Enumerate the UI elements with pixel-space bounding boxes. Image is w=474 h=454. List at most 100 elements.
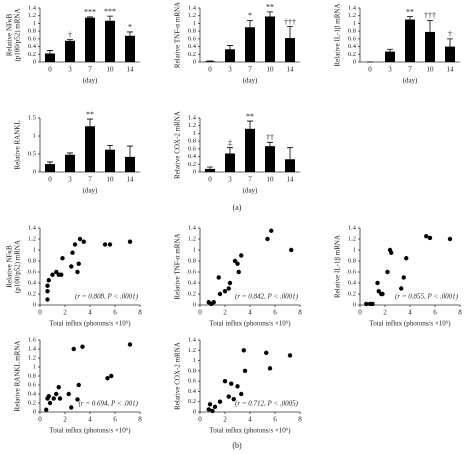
y-tick-label: 1.2 — [28, 235, 36, 242]
bar — [445, 46, 455, 62]
x-tick-label: 8 — [138, 416, 142, 424]
error-bar — [267, 141, 273, 147]
x-axis-label: Total influx (photons/s ×10⁶) — [49, 427, 131, 435]
x-tick-label: 4 — [408, 309, 412, 317]
y-tick-label: 0 — [353, 58, 356, 65]
y-tick-label: 0.4 — [28, 43, 37, 50]
error-bar — [87, 16, 93, 18]
point — [222, 378, 228, 384]
y-tick-label: 0 — [193, 168, 196, 175]
x-tick-label: 8 — [138, 309, 142, 317]
point — [241, 348, 246, 353]
x-tick-label: 10 — [107, 66, 115, 74]
y-tick-label: 0.8 — [28, 372, 36, 379]
panel-label: (a) — [233, 203, 242, 212]
x-tick-label: 2 — [383, 309, 387, 317]
point — [389, 250, 394, 255]
x-tick-label: 10 — [267, 66, 275, 74]
x-axis-label: Total influx (photons/s ×10⁶) — [209, 320, 291, 328]
y-tick-label: 0 — [33, 408, 36, 415]
x-tick-label: 6 — [113, 309, 117, 317]
y-tick-label: 0.2 — [348, 290, 356, 297]
y-tick-label: 1.4 — [28, 345, 37, 352]
point — [269, 228, 274, 233]
bar — [225, 49, 235, 62]
bar — [285, 38, 295, 62]
x-tick-label: 0 — [38, 309, 42, 317]
y-tick-label: 1.2 — [188, 12, 196, 19]
y-tick-label: 0.4 — [188, 388, 197, 395]
x-axis-label: Total influx (photons/s ×10⁶) — [49, 320, 131, 328]
x-axis-label: (day) — [243, 77, 258, 85]
y-tick-label: 0.2 — [28, 51, 36, 58]
point — [81, 239, 86, 244]
y-axis-label: Relative RANKL — [14, 120, 22, 169]
point — [370, 301, 375, 307]
x-tick-label: 4 — [88, 309, 92, 317]
y-axis-label: Relative COX-2 mRNA — [174, 342, 182, 410]
error-bar — [107, 15, 113, 21]
bar — [205, 61, 215, 62]
x-tick-label: 7 — [408, 66, 412, 74]
bar — [45, 164, 55, 172]
y-tick-label: 1 — [353, 20, 356, 27]
y-tick-label: 0.6 — [188, 268, 197, 275]
y-tick-label: 0 — [353, 301, 356, 308]
y-axis-label: (p100/p52) mRNA — [14, 8, 22, 61]
significance-label: * — [128, 23, 132, 32]
y-tick-label: 0.4 — [188, 43, 197, 50]
correlation-annotation: (r = 0.808, P < .0001) — [75, 293, 139, 301]
point — [51, 396, 56, 401]
bar — [405, 19, 415, 63]
error-bar — [247, 120, 253, 129]
point — [226, 286, 231, 291]
significance-label: *** — [104, 7, 116, 16]
y-tick-label: 1 — [193, 246, 196, 253]
y-tick-label: 0.6 — [188, 378, 197, 385]
y-tick-label: 1.4 — [28, 224, 37, 231]
point — [229, 381, 234, 386]
bar — [85, 17, 95, 62]
x-tick-label: 6 — [113, 416, 117, 424]
point — [102, 242, 108, 247]
point — [226, 394, 231, 399]
point — [217, 291, 223, 297]
y-tick-label: 0.8 — [188, 28, 196, 35]
y-tick-label: 1 — [33, 246, 36, 253]
x-tick-label: 8 — [458, 309, 462, 317]
y-tick-label: 1.2 — [188, 347, 196, 354]
x-tick-label: 7 — [88, 176, 92, 184]
bar — [285, 159, 295, 172]
point — [385, 269, 390, 275]
y-tick-label: 0.4 — [28, 390, 37, 397]
x-tick-label: 4 — [88, 416, 92, 424]
bar — [385, 51, 395, 62]
significance-label: * — [248, 11, 252, 20]
point — [364, 301, 369, 307]
bar — [265, 16, 275, 62]
point — [401, 275, 406, 280]
x-tick-label: 14 — [447, 66, 455, 74]
x-tick-label: 14 — [287, 66, 295, 74]
y-tick-label: 0.2 — [348, 51, 356, 58]
point — [59, 272, 64, 277]
x-tick-label: 14 — [127, 66, 135, 74]
x-axis-label: Total influx (photons/s ×10⁶) — [209, 427, 291, 435]
point — [75, 269, 80, 275]
x-tick-label: 2 — [223, 309, 227, 317]
x-tick-label: 0 — [198, 416, 202, 424]
point — [265, 236, 270, 242]
y-tick-label: 1 — [193, 357, 196, 364]
point — [404, 256, 409, 261]
point — [212, 404, 218, 410]
x-tick-label: 6 — [273, 309, 277, 317]
y-tick-label: 1.4 — [348, 4, 357, 11]
x-tick-label: 3 — [68, 176, 72, 184]
y-tick-label: 0 — [193, 58, 196, 65]
point — [424, 234, 429, 239]
significance-label: ‡ — [228, 139, 232, 148]
y-tick-label: 0.6 — [188, 35, 197, 42]
error-bar — [67, 152, 73, 155]
y-tick-label: 1.2 — [28, 354, 36, 361]
x-tick-label: 14 — [287, 176, 295, 184]
